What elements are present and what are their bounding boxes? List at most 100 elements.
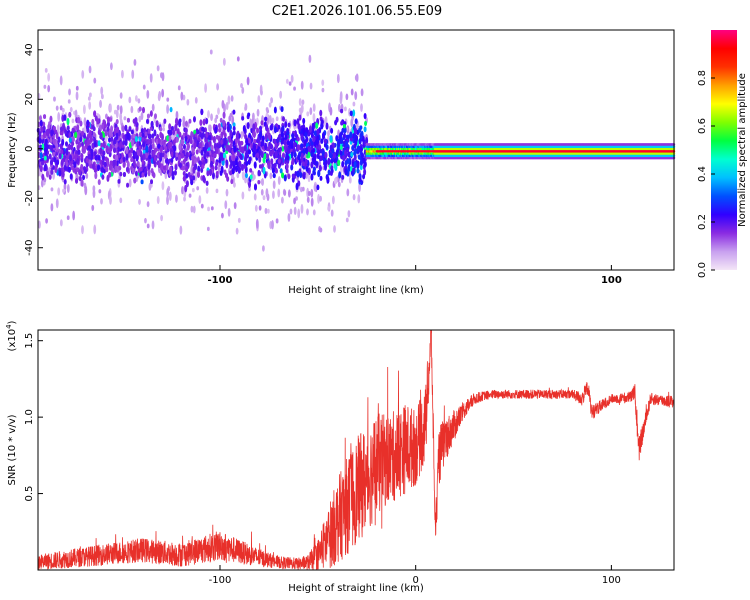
spectrogram-cell [353,127,357,135]
spectrogram-cell [310,161,314,169]
spectrogram-cell [88,65,92,74]
spectrogram-cell [100,142,104,148]
spectrogram-cell [221,99,225,109]
spectrogram-cell [233,202,237,210]
spectrogram-cell [258,170,262,177]
spectrogram-cell [358,138,362,145]
spectrogram-cell [109,103,112,113]
spectrogram-cell [327,206,331,211]
spectrogram-cell [50,187,54,192]
spectrogram-cell [57,136,61,143]
spectrogram-cell [262,245,265,252]
spectrogram-cell [305,147,309,155]
spectrogram-cell [217,107,220,115]
spectrogram-cell [58,170,62,177]
spectrogram-cell [334,177,337,185]
spectrogram-cell [69,154,73,162]
spectrogram-cell [61,171,65,178]
spectrogram-cell [170,158,174,163]
spectrogram-cell [297,123,301,130]
spectrogram-cell [185,152,189,159]
spectrogram-cell [229,112,233,118]
spectrogram-cell [53,96,56,102]
spectrogram-cell [244,172,248,179]
spectrogram-cell [93,140,97,148]
spectrogram-cell [39,152,43,159]
spectrogram-cell [180,139,184,144]
spectrogram-cell [290,74,294,83]
spectrogram-cell [216,83,220,91]
spectrogram-cell [328,152,332,158]
spectrogram-cell [331,195,335,205]
spectrogram-cell [200,149,204,156]
spectrogram-cell [329,171,333,176]
spectrogram-cell [70,144,74,151]
spectrogram-cell [41,160,45,166]
spectrogram-cell [157,137,161,144]
spectrogram-cell [166,187,170,197]
spectrogram-cell [214,165,218,171]
spectrogram-cell [215,147,219,155]
spectrogram-cell [319,175,323,181]
spectrogram-cell [364,120,368,127]
spectrogram-cell [75,85,79,91]
spectrogram-cell [299,171,303,179]
spectrogram-cell [82,104,86,115]
spectrogram-cell [345,140,349,147]
spectrogram-cell [291,132,295,139]
spectrogram-cell [108,148,112,154]
spectrogram-cell [166,104,169,114]
spectrogram-cell [126,182,130,188]
spectrogram-cell [275,218,279,224]
spectrogram-cell [338,103,341,113]
spectrogram-cell [297,154,301,161]
spectrogram-cell [362,173,366,180]
spectrogram-cell [341,174,345,180]
spectrogram-cell [131,167,135,175]
spectrogram-cell [277,147,281,153]
spectrogram-cell [53,157,57,163]
spectrogram-cell [113,147,117,153]
spectrogram-cell [119,112,123,122]
spectrogram-cell [354,118,358,125]
spectrogram-cell [67,99,71,104]
spectrogram-cell [205,187,209,194]
spectrogram-cell [316,152,320,160]
spectrogram-cell [280,131,284,138]
spectrogram-cell [134,117,138,123]
spectrogram-cell [241,116,245,121]
spectrogram-cell [199,142,203,148]
spectrogram-cell [175,110,179,120]
spectrogram-cell [218,127,222,133]
spectrogram-cell [44,143,48,148]
spectrogram-cell [204,83,208,93]
spectrogram-cell [249,174,253,180]
spectrogram-cell [297,208,301,219]
spectrogram-cell [210,206,214,211]
spectrogram-cell [316,135,320,141]
spectrogram-cell [40,126,44,133]
spectrogram-cell [183,196,186,202]
spectrogram-cell [293,119,297,127]
spectrogram-cell [258,164,262,169]
spectrogram-cell [271,117,275,124]
spectrogram-cell [337,140,341,147]
spectrogram-cell [319,155,323,162]
spectrogram-cell [193,142,197,149]
spectrogram-cell [110,136,114,142]
spectrogram-cell [72,210,76,221]
spectrogram-cell [307,190,311,197]
spectrogram-cell [358,182,362,193]
spectrogram-cell [106,116,110,123]
spectrogram-cell [281,125,285,133]
spectrogram-cell [237,217,241,223]
spectrogram-cell [151,103,155,112]
spectrogram-cell [157,162,161,169]
spectrogram-cell [81,131,85,136]
spectrogram-cell [119,197,123,204]
spectrogram-cell [236,150,240,157]
spectrogram-cell [52,138,56,145]
spectrogram-cell [83,168,87,174]
spectrogram-cell [117,179,121,184]
